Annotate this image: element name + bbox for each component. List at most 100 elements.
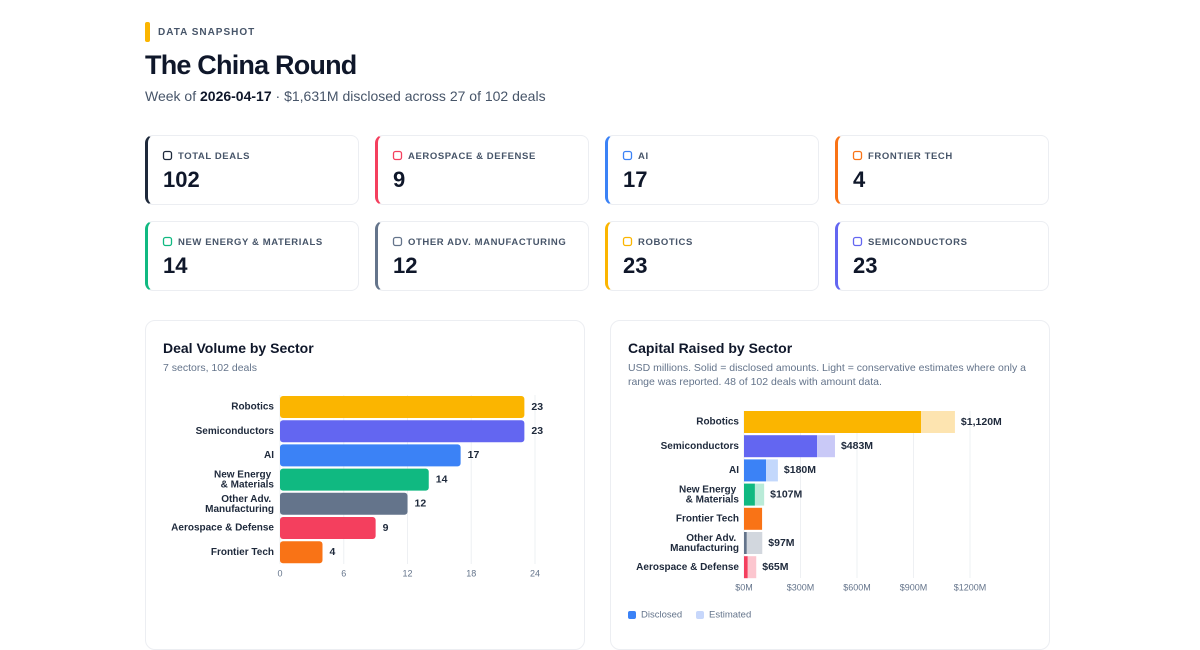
x-tick-label: 12 [402, 568, 412, 578]
icon [392, 236, 403, 247]
accent-bar [145, 22, 150, 42]
stat-value: 23 [623, 253, 648, 278]
stat-label: SEMICONDUCTORS [868, 237, 968, 248]
bar [280, 468, 429, 491]
label-line: & Materials [221, 479, 275, 490]
value-label: 23 [531, 401, 543, 413]
label-line: Other Adv. [221, 493, 274, 504]
week: 2026-04-17 [200, 88, 272, 104]
chart-panel: Capital Raised by Sector USD millions. S… [610, 320, 1050, 650]
stat-label: AEROSPACE & DEFENSE [408, 151, 536, 162]
icon [162, 150, 173, 161]
icon [622, 236, 633, 247]
value-label: 4 [330, 546, 336, 558]
subtitle: Week of 2026-04-17 · $1,631M disclosed a… [145, 88, 546, 104]
stat-card: ROBOTICS 23 [605, 221, 819, 291]
icon-shape [622, 236, 633, 247]
bar-segment [744, 435, 818, 458]
subtitle-prefix: Week of [145, 88, 197, 104]
category-label: New Energy & Materials [679, 484, 739, 505]
stat-label: TOTAL DEALS [178, 151, 251, 162]
stat-card: FRONTIER TECH 4 [835, 135, 1049, 205]
bar [280, 492, 408, 515]
stat-card: TOTAL DEALS 102 [145, 135, 359, 205]
label-line: Manufacturing [670, 543, 739, 554]
icon-shape [622, 150, 633, 161]
value-label: $97M [768, 537, 795, 549]
stat-value: 14 [163, 253, 188, 278]
category-label: Robotics [696, 417, 739, 428]
stat-card: OTHER ADV. MANUFACTURING 12 [375, 221, 589, 291]
bar [280, 444, 461, 467]
value-label: $1,120M [961, 416, 1002, 428]
legend-swatch [628, 611, 636, 619]
category-label: AI [264, 450, 274, 461]
chart-subtitle: USD millions. Solid = disclosed amounts.… [628, 362, 1027, 388]
category-label: Aerospace & Defense [171, 523, 274, 534]
bar-segment [744, 532, 747, 554]
x-tick-label: 6 [341, 568, 346, 578]
stat-card: AEROSPACE & DEFENSE 9 [375, 135, 589, 205]
label-line: & Materials [686, 494, 740, 505]
icon-shape [392, 236, 403, 247]
icon [162, 236, 173, 247]
stat-value: 9 [393, 167, 406, 192]
page: DATA SNAPSHOT The China Round Week of 20… [145, 22, 1050, 650]
category-label: Frontier Tech [676, 513, 739, 524]
value-label: 23 [531, 425, 543, 437]
icon-shape [852, 236, 863, 247]
stat-label: ROBOTICS [638, 237, 693, 248]
bar-segment [921, 411, 955, 433]
value-label: 17 [468, 449, 480, 461]
icon-shape [162, 236, 173, 247]
stat-value: 17 [623, 167, 648, 192]
label-line: New Energy [214, 469, 274, 480]
chart-panel: Deal Volume by Sector 7 sectors, 102 dea… [145, 320, 585, 650]
value-label: 14 [436, 473, 448, 485]
stat-label: NEW ENERGY & MATERIALS [178, 237, 323, 248]
value-label: $107M [770, 488, 802, 500]
icon-shape [162, 150, 173, 161]
chart-subtitle: 7 sectors, 102 deals [163, 362, 257, 374]
value-label: 12 [415, 498, 427, 510]
icon-shape [852, 150, 863, 161]
value-label: $65M [762, 561, 789, 573]
chart: $0M $300M $600M $900M $1200M Robotics $1,120M S… [628, 411, 1002, 621]
bar-segment [744, 411, 922, 433]
icon [622, 150, 633, 161]
x-tick-label: 18 [466, 568, 476, 578]
chart-title: Deal Volume by Sector [163, 340, 314, 356]
stat-value: 102 [163, 167, 200, 192]
icon [392, 150, 403, 161]
label-line: Manufacturing [205, 503, 274, 514]
category-label: Semiconductors [196, 426, 275, 437]
bar-segment [766, 459, 778, 482]
value-label: $180M [784, 464, 816, 476]
page-title: The China Round [145, 50, 357, 80]
label-line: Other Adv. [686, 533, 739, 544]
legend-label: Disclosed [641, 610, 682, 621]
bar-segment [744, 556, 748, 579]
stat-label: OTHER ADV. MANUFACTURING [408, 237, 567, 248]
bar [280, 517, 376, 539]
legend-label: Estimated [709, 610, 751, 621]
category-label: Semiconductors [661, 441, 740, 452]
bar-segment [744, 459, 767, 482]
category-label: Other Adv. Manufacturing [670, 533, 739, 554]
value-label: 9 [383, 522, 389, 534]
category-label: Other Adv. Manufacturing [205, 493, 274, 514]
x-tick-label: $600M [843, 582, 871, 592]
label-line: New Energy [679, 484, 739, 495]
bar-segment [746, 532, 763, 554]
x-tick-label: 24 [530, 568, 540, 578]
stat-label: FRONTIER TECH [868, 151, 953, 162]
bar [280, 541, 323, 564]
bar-segment [754, 483, 765, 506]
bar-segment [747, 556, 757, 579]
stat-card: NEW ENERGY & MATERIALS 14 [145, 221, 359, 291]
bar-segment [744, 507, 763, 530]
bar [280, 420, 525, 443]
bar-segment [744, 483, 755, 506]
category-label: Robotics [231, 402, 274, 413]
stat-value: 12 [393, 253, 418, 278]
